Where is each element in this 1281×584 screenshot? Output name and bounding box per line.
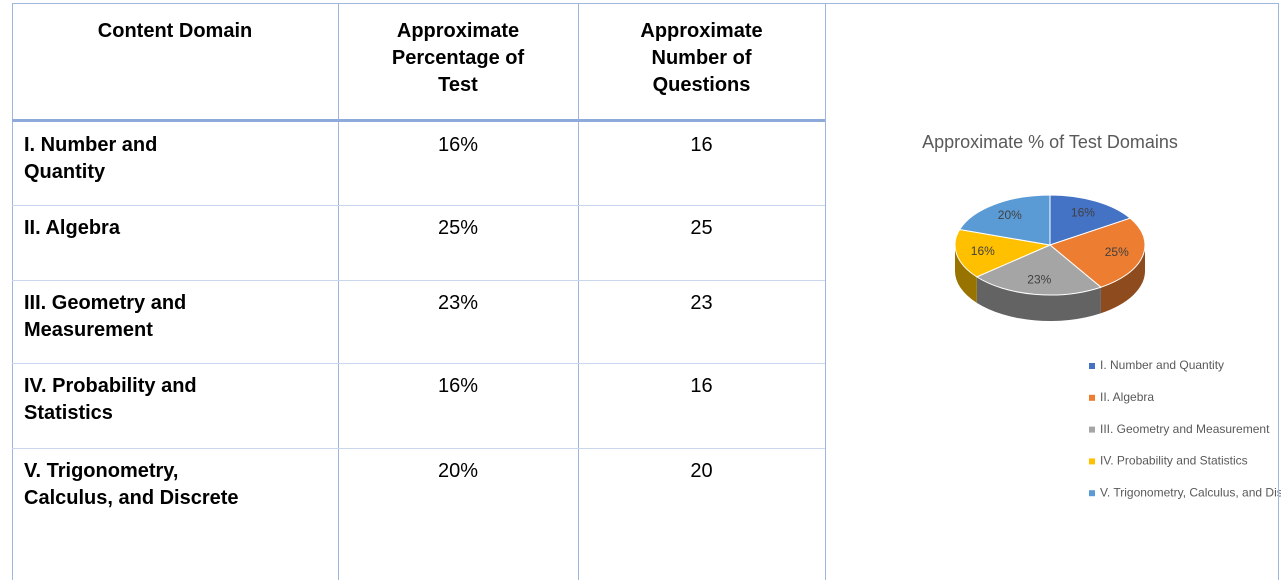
data-label: 16% [1071,206,1095,220]
header-text: Questions [652,74,751,96]
border [12,3,1279,4]
legend-marker [1089,363,1095,369]
header-text: Number of [651,47,752,69]
cell-value: 20 [578,458,825,485]
cell-text: 16 [690,375,713,397]
row-label-text: V. Trigonometry, [24,460,179,482]
legend-marker [1089,458,1095,465]
chart-title: Approximate % of Test Domains [922,132,1178,152]
cell-text: 20% [437,460,479,482]
cell-value: 16% [338,373,578,400]
header-rule [12,119,825,122]
row-label: II. Algebra [24,215,324,242]
pie-side [955,245,977,303]
row-label: III. Geometry and Measurement [24,290,324,344]
cell-text: 16% [437,375,479,397]
pie-slice [958,194,1051,246]
cell-value: 25 [578,215,825,242]
cell-text: 25% [437,217,479,239]
header-text: Content Domain [97,20,253,42]
row-rule [12,448,825,449]
border [578,3,579,580]
legend-label: II. Algebra [1100,390,1154,404]
legend-marker [1089,490,1095,497]
pie-slice [1049,194,1132,246]
row-label-text: Statistics [24,402,113,424]
data-label: 23% [1027,273,1051,287]
row-label-text: II. Algebra [24,217,120,239]
legend-label: V. Trigonometry, Calculus, and Discrete [1100,485,1281,499]
cell-value: 16% [338,132,578,159]
pie-side [1100,245,1145,314]
row-label: I. Number and Quantity [24,132,324,186]
cell-value: 20% [338,458,578,485]
cell-text: 25 [690,217,713,239]
cell-text: 16 [690,134,713,156]
data-label: 20% [998,208,1022,222]
row-rule [12,205,825,206]
pie-slice [1048,217,1146,288]
row-label: V. Trigonometry, Calculus, and Discrete [24,458,324,512]
header-cell: Approximate Number of Questions [578,18,825,99]
cell-value: 16 [578,132,825,159]
border [825,3,826,580]
border [1278,3,1279,580]
pie-side [976,276,1101,322]
legend-label: III. Geometry and Measurement [1100,422,1270,436]
cell-text: 16% [437,134,479,156]
data-label: 16% [971,244,995,258]
border [12,3,13,580]
row-label-text: Calculus, and Discrete [24,487,239,509]
header-cell: Content Domain [12,18,338,45]
header-text: Approximate [640,20,763,42]
header-text: Percentage of [391,47,525,69]
data-label: 25% [1105,245,1129,259]
row-rule [12,280,825,281]
row-label-text: I. Number and [24,134,158,156]
legend-label: IV. Probability and Statistics [1100,454,1248,468]
row-label-text: IV. Probability and [24,375,197,397]
row-label: IV. Probability and Statistics [24,373,324,427]
header-text: Test [438,74,478,96]
row-rule [12,363,825,364]
cell-text: 20 [690,460,713,482]
pie-slice [975,244,1102,296]
row-label-text: Quantity [24,161,106,183]
cell-value: 25% [338,215,578,242]
header-text: Approximate [396,20,520,42]
cell-value: 23 [578,290,825,317]
legend-label: I. Number and Quantity [1100,358,1224,372]
row-label-text: Measurement [24,319,153,341]
cell-text: 23 [690,292,713,314]
legend-marker [1089,394,1095,401]
legend-marker [1089,426,1095,433]
cell-value: 23% [338,290,578,317]
row-label-text: III. Geometry and [24,292,187,314]
border [338,3,339,580]
cell-value: 16 [578,373,825,400]
cell-text: 23% [437,292,479,314]
header-cell: Approximate Percentage of Test [338,18,578,99]
